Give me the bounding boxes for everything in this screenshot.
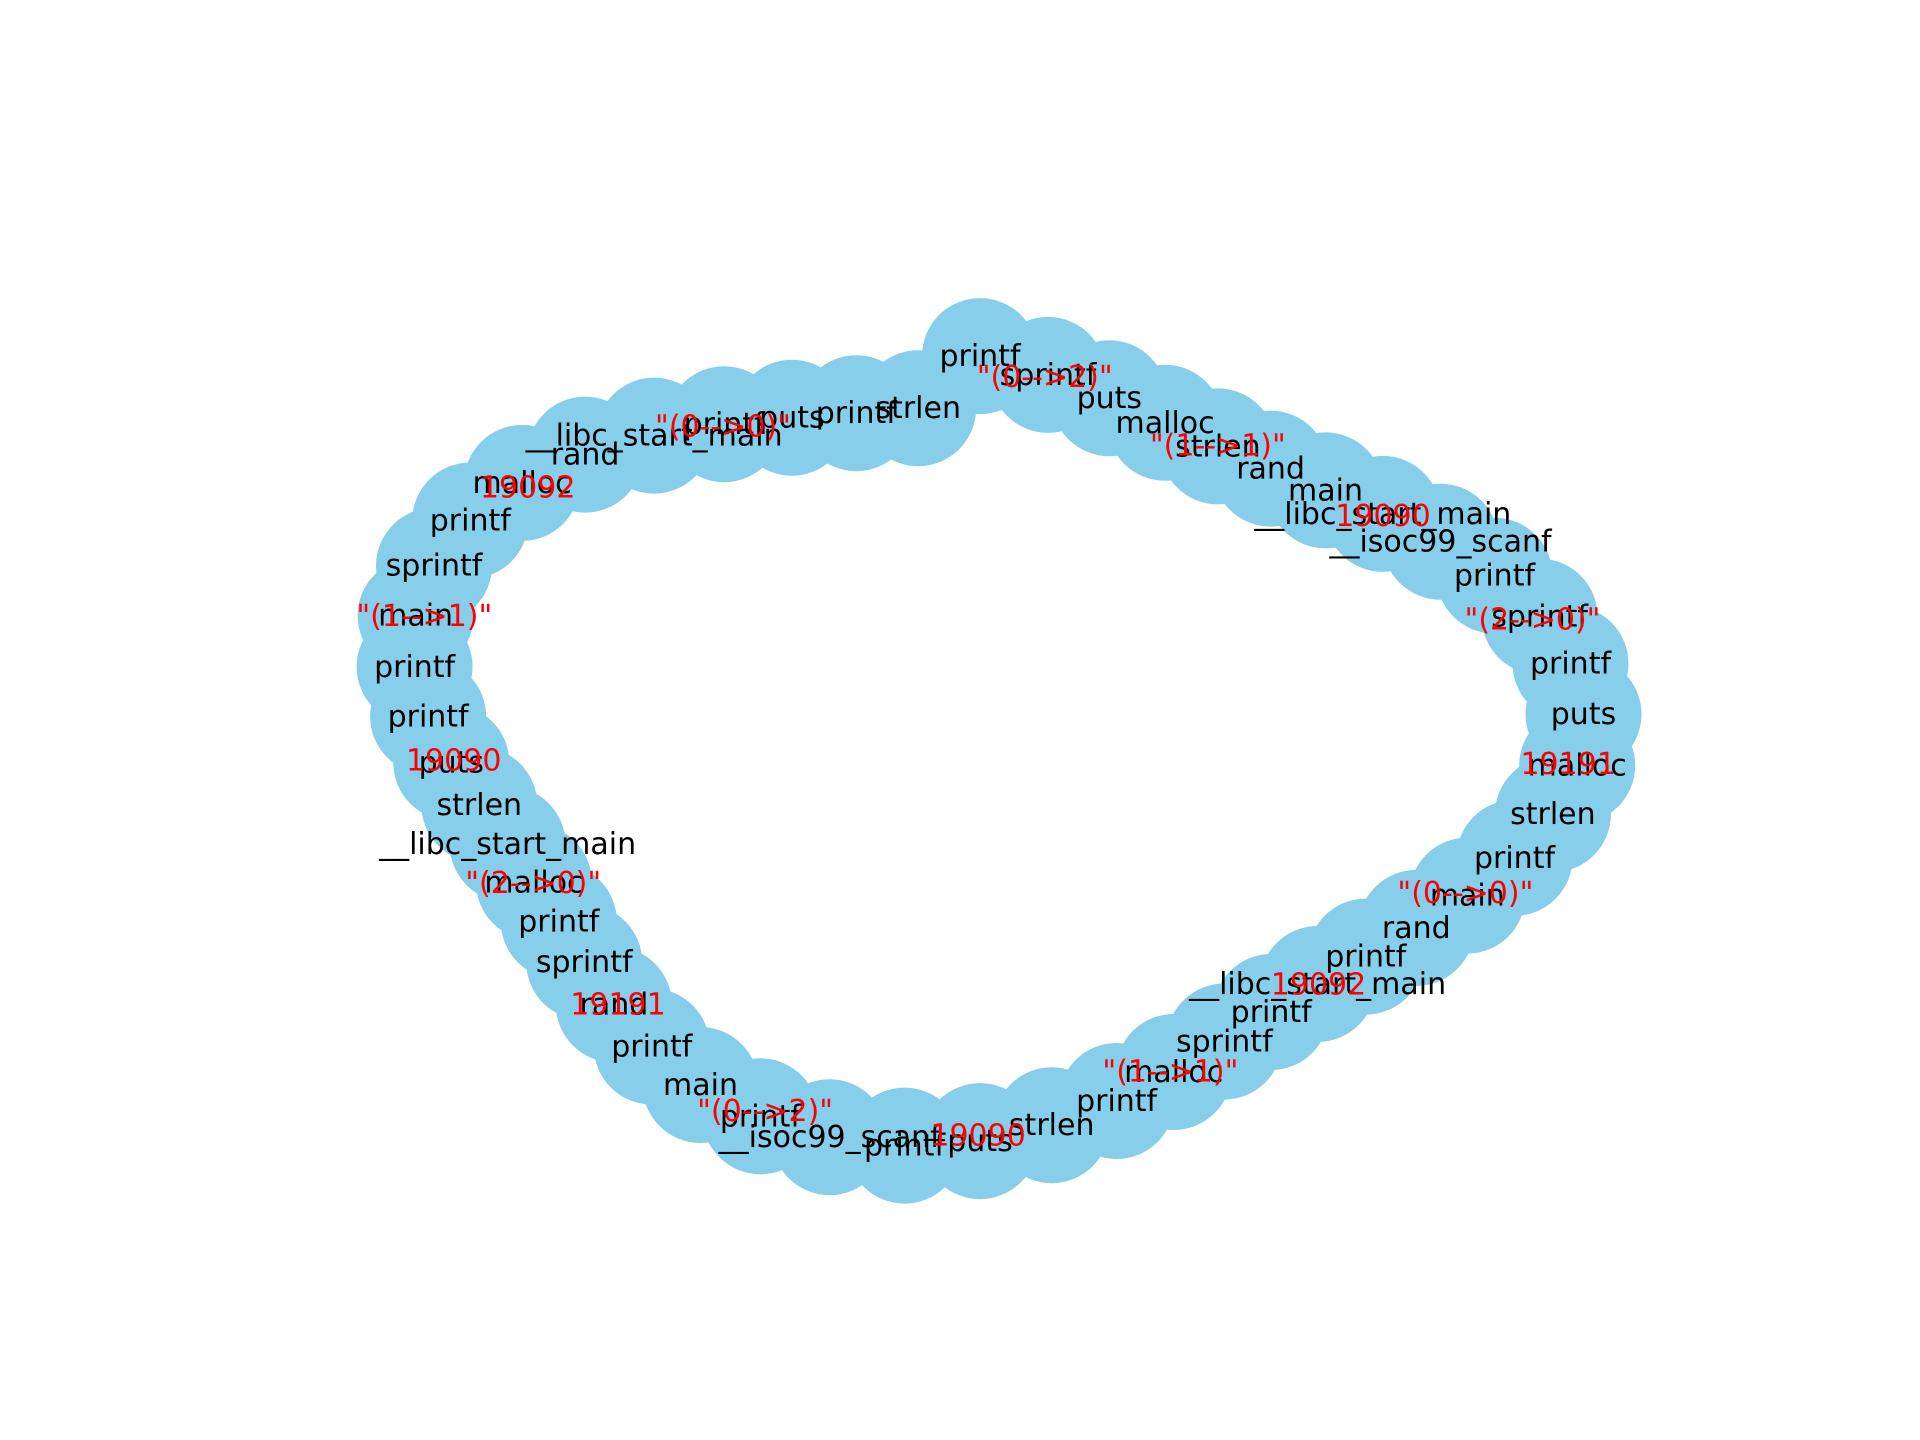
edge-label: "(1-->1)" — [356, 599, 492, 634]
node-label: strlen — [437, 788, 523, 823]
node-label: rand — [1382, 911, 1451, 946]
node-label: __isoc99_scanf — [718, 1120, 943, 1155]
node-label: printf — [1454, 559, 1536, 594]
node-label: printf — [1076, 1084, 1158, 1119]
node-label: puts — [1551, 697, 1616, 732]
node-labels-layer: printfsprintfputsmallocstrlenrandmain__l… — [374, 339, 1627, 1164]
node-label: printf — [430, 504, 512, 539]
edge-label: 19191 — [570, 987, 665, 1022]
edge-label: 19090 — [930, 1118, 1025, 1153]
node-label: printf — [1530, 647, 1612, 682]
node-label: __libc_start_main — [378, 827, 636, 862]
node-label: sprintf — [386, 549, 484, 584]
node-label: printf — [611, 1030, 693, 1065]
node-label: __isoc99_scanf — [1328, 525, 1553, 560]
edge-label: 19092 — [1271, 967, 1366, 1002]
node-label: malloc — [1116, 406, 1215, 441]
node-label: malloc — [1124, 1055, 1223, 1090]
node-label: puts — [947, 1124, 1012, 1159]
node-label: sprintf — [536, 945, 634, 980]
node-label: rand — [551, 438, 620, 473]
node-label: malloc — [1528, 749, 1627, 784]
edge-label: "(2-->0)" — [465, 866, 601, 901]
node-label: printf — [1325, 940, 1407, 975]
node-label: puts — [1077, 381, 1142, 416]
node-label: sprintf — [1176, 1025, 1274, 1060]
node-label: rand — [580, 988, 649, 1023]
graph-node — [860, 350, 977, 467]
node-label: sprintf — [1000, 358, 1098, 393]
node-label: printf — [939, 339, 1021, 374]
node-label: strlen — [1009, 1108, 1095, 1143]
edge-label: 19092 — [480, 471, 575, 506]
edge-label: "(0-->0)" — [1397, 876, 1533, 911]
node-label: main — [1430, 879, 1505, 914]
edge-label: "(1-->1)" — [1102, 1054, 1238, 1089]
node-label: strlen — [1175, 429, 1261, 464]
edge-label: "(0-->2)" — [697, 1094, 833, 1129]
node-label: puts — [759, 401, 824, 436]
node-label: sprintf — [1491, 600, 1589, 635]
node-label: strlen — [1510, 797, 1596, 832]
node-label: main — [378, 599, 453, 634]
node-label: printf — [720, 1099, 802, 1134]
edge-label: "(1-->1)" — [1150, 429, 1286, 464]
node-label: __libc_start_main — [525, 419, 783, 454]
edge-labels-layer: "(0-->2)" "(1-->1)" 19090 "(2-->0)" 19191 "(0… — [356, 360, 1616, 1153]
nodes-layer — [356, 298, 1642, 1204]
node-label: printf — [1231, 995, 1313, 1030]
edge-label: 19090 — [406, 744, 501, 779]
node-label: main — [1288, 473, 1363, 508]
edge-label: "(0-->2)" — [977, 360, 1113, 395]
node-label: printf — [1474, 841, 1556, 876]
node-label: malloc — [473, 466, 572, 501]
node-label: __libc_start_main — [1253, 497, 1511, 532]
node-label: printf — [374, 650, 456, 685]
node-label: printf — [864, 1129, 946, 1164]
edge-label: "(0-->0)" — [655, 410, 791, 445]
node-label: rand — [1236, 452, 1305, 487]
edge-label: 19090 — [1335, 499, 1430, 534]
node-label: strlen — [875, 391, 961, 426]
node-label: main — [663, 1068, 738, 1103]
node-label: printf — [816, 396, 898, 431]
edge-label: 19191 — [1520, 747, 1615, 782]
edge-label: "(2-->0)" — [1465, 603, 1601, 638]
node-label: printf — [684, 407, 766, 442]
node-label: __libc_start_main — [1188, 967, 1446, 1002]
node-label: malloc — [484, 865, 583, 900]
node-label: printf — [388, 699, 470, 734]
node-label: printf — [518, 904, 600, 939]
node-label: puts — [419, 746, 484, 781]
